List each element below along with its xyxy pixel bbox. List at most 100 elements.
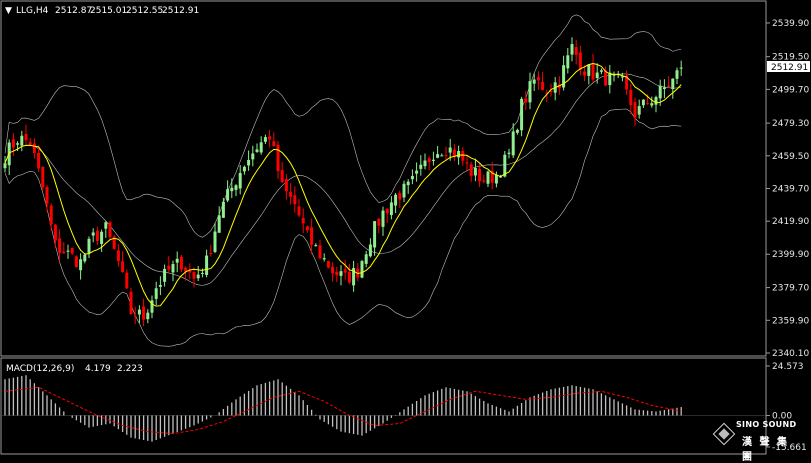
candle	[427, 156, 431, 171]
candle	[419, 155, 423, 176]
candle	[633, 97, 637, 127]
candle	[322, 253, 326, 262]
candle	[503, 151, 507, 178]
candle	[360, 259, 364, 279]
candle	[247, 150, 251, 171]
candle	[654, 95, 658, 113]
candle	[192, 267, 196, 288]
candle	[326, 260, 330, 269]
logo-diamond-icon	[712, 422, 736, 446]
candle	[125, 269, 129, 289]
candle	[675, 67, 679, 84]
macd-panel-frame	[0, 357, 767, 455]
candle	[566, 48, 570, 74]
candle	[368, 238, 372, 258]
candle	[133, 306, 137, 324]
price-panel-frame	[0, 0, 767, 357]
current-price-label: 2512.91	[771, 63, 808, 73]
candle	[91, 228, 95, 243]
candle	[95, 226, 99, 246]
candle	[604, 66, 608, 87]
candle	[79, 253, 83, 280]
candle	[318, 239, 322, 260]
candle	[242, 165, 246, 175]
candle	[154, 281, 158, 306]
candle	[179, 254, 183, 272]
candle	[612, 71, 616, 82]
candle	[272, 132, 276, 147]
candle	[415, 162, 419, 182]
candle	[3, 156, 7, 173]
candle	[335, 266, 339, 283]
candle	[158, 276, 162, 296]
macd-plot-area[interactable]	[2, 375, 765, 442]
dropdown-marker-icon[interactable]: ▼	[5, 6, 12, 16]
candle	[217, 206, 221, 233]
candle	[511, 123, 515, 159]
bollinger-lower	[4, 108, 682, 347]
candle	[528, 72, 532, 110]
candle	[108, 221, 112, 240]
candle	[293, 186, 297, 213]
candle	[431, 151, 435, 166]
macd-label: MACD(12,26,9)	[6, 364, 74, 374]
candle	[545, 89, 549, 102]
candle	[364, 250, 368, 268]
candle	[608, 64, 612, 94]
candle	[188, 263, 192, 280]
candle	[142, 298, 146, 327]
price-tick-label: 2459.50	[772, 152, 809, 162]
candle	[532, 73, 536, 91]
candle	[494, 171, 498, 188]
candle	[238, 164, 242, 195]
candle	[175, 251, 179, 273]
candle	[658, 79, 662, 106]
candle	[343, 259, 347, 280]
candle	[37, 145, 41, 172]
candle	[276, 140, 280, 179]
candle	[41, 166, 45, 191]
candle	[205, 249, 209, 278]
candle	[100, 229, 104, 252]
candle	[259, 136, 263, 155]
open-price: 2512.87	[55, 6, 92, 16]
low-price: 2512.55	[126, 6, 163, 16]
candle	[641, 99, 645, 109]
candle	[662, 79, 666, 99]
candle	[74, 255, 78, 268]
candle	[87, 236, 91, 258]
candle	[49, 203, 53, 231]
symbol-timeframe: LLG,H4	[16, 6, 49, 16]
candle	[163, 264, 167, 287]
price-axis: 2539.90 2519.50 2499.70 2479.30 2459.50 2439.…	[766, 19, 809, 359]
price-tick-label: 2419.90	[772, 217, 809, 227]
candle	[347, 263, 351, 285]
candle	[167, 256, 171, 274]
candle	[478, 163, 482, 188]
candle	[301, 208, 305, 233]
macd-tick-label: 0.00	[772, 411, 792, 421]
candle	[490, 162, 494, 190]
candle	[263, 134, 267, 145]
candle	[595, 63, 599, 84]
candle	[280, 162, 284, 184]
candle	[465, 155, 469, 171]
price-plot-area[interactable]	[3, 14, 683, 347]
candle	[461, 147, 465, 166]
candle	[515, 128, 519, 135]
sino-sound-logo: SINO SOUND 漢 聲 集 團	[712, 418, 806, 463]
price-tick-label: 2479.30	[772, 119, 809, 129]
candle	[599, 68, 603, 75]
price-tick-label: 2519.50	[772, 53, 809, 63]
candle	[394, 193, 398, 214]
candle	[570, 37, 574, 62]
candle	[150, 295, 154, 319]
candle	[146, 309, 150, 324]
bollinger-upper	[4, 14, 682, 238]
candle	[650, 96, 654, 108]
candle	[331, 262, 335, 282]
candle	[196, 265, 200, 281]
candle	[255, 143, 259, 153]
candle	[381, 206, 385, 236]
